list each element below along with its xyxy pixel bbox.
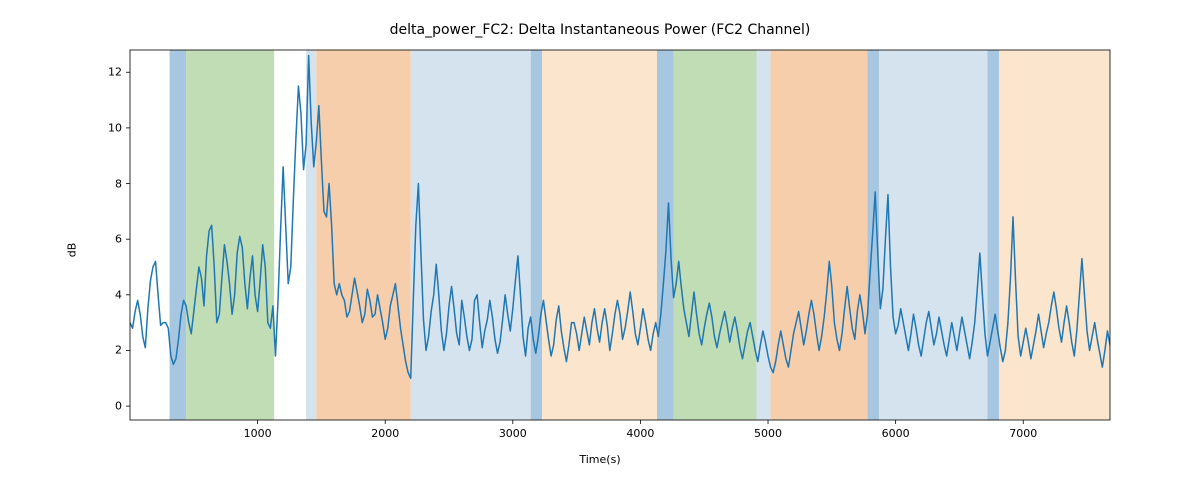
x-tick-label: 3000 <box>499 427 527 440</box>
y-tick-label: 0 <box>115 400 122 413</box>
chart-axes <box>0 0 1200 500</box>
x-tick-label: 1000 <box>244 427 272 440</box>
y-tick-label: 8 <box>115 177 122 190</box>
x-tick-label: 5000 <box>754 427 782 440</box>
y-tick-label: 10 <box>108 121 122 134</box>
x-tick-label: 7000 <box>1009 427 1037 440</box>
x-tick-label: 2000 <box>371 427 399 440</box>
y-tick-label: 4 <box>115 288 122 301</box>
y-tick-label: 6 <box>115 233 122 246</box>
y-tick-label: 2 <box>115 344 122 357</box>
figure: delta_power_FC2: Delta Instantaneous Pow… <box>0 0 1200 500</box>
x-tick-label: 6000 <box>882 427 910 440</box>
x-tick-label: 4000 <box>626 427 654 440</box>
y-tick-label: 12 <box>108 66 122 79</box>
